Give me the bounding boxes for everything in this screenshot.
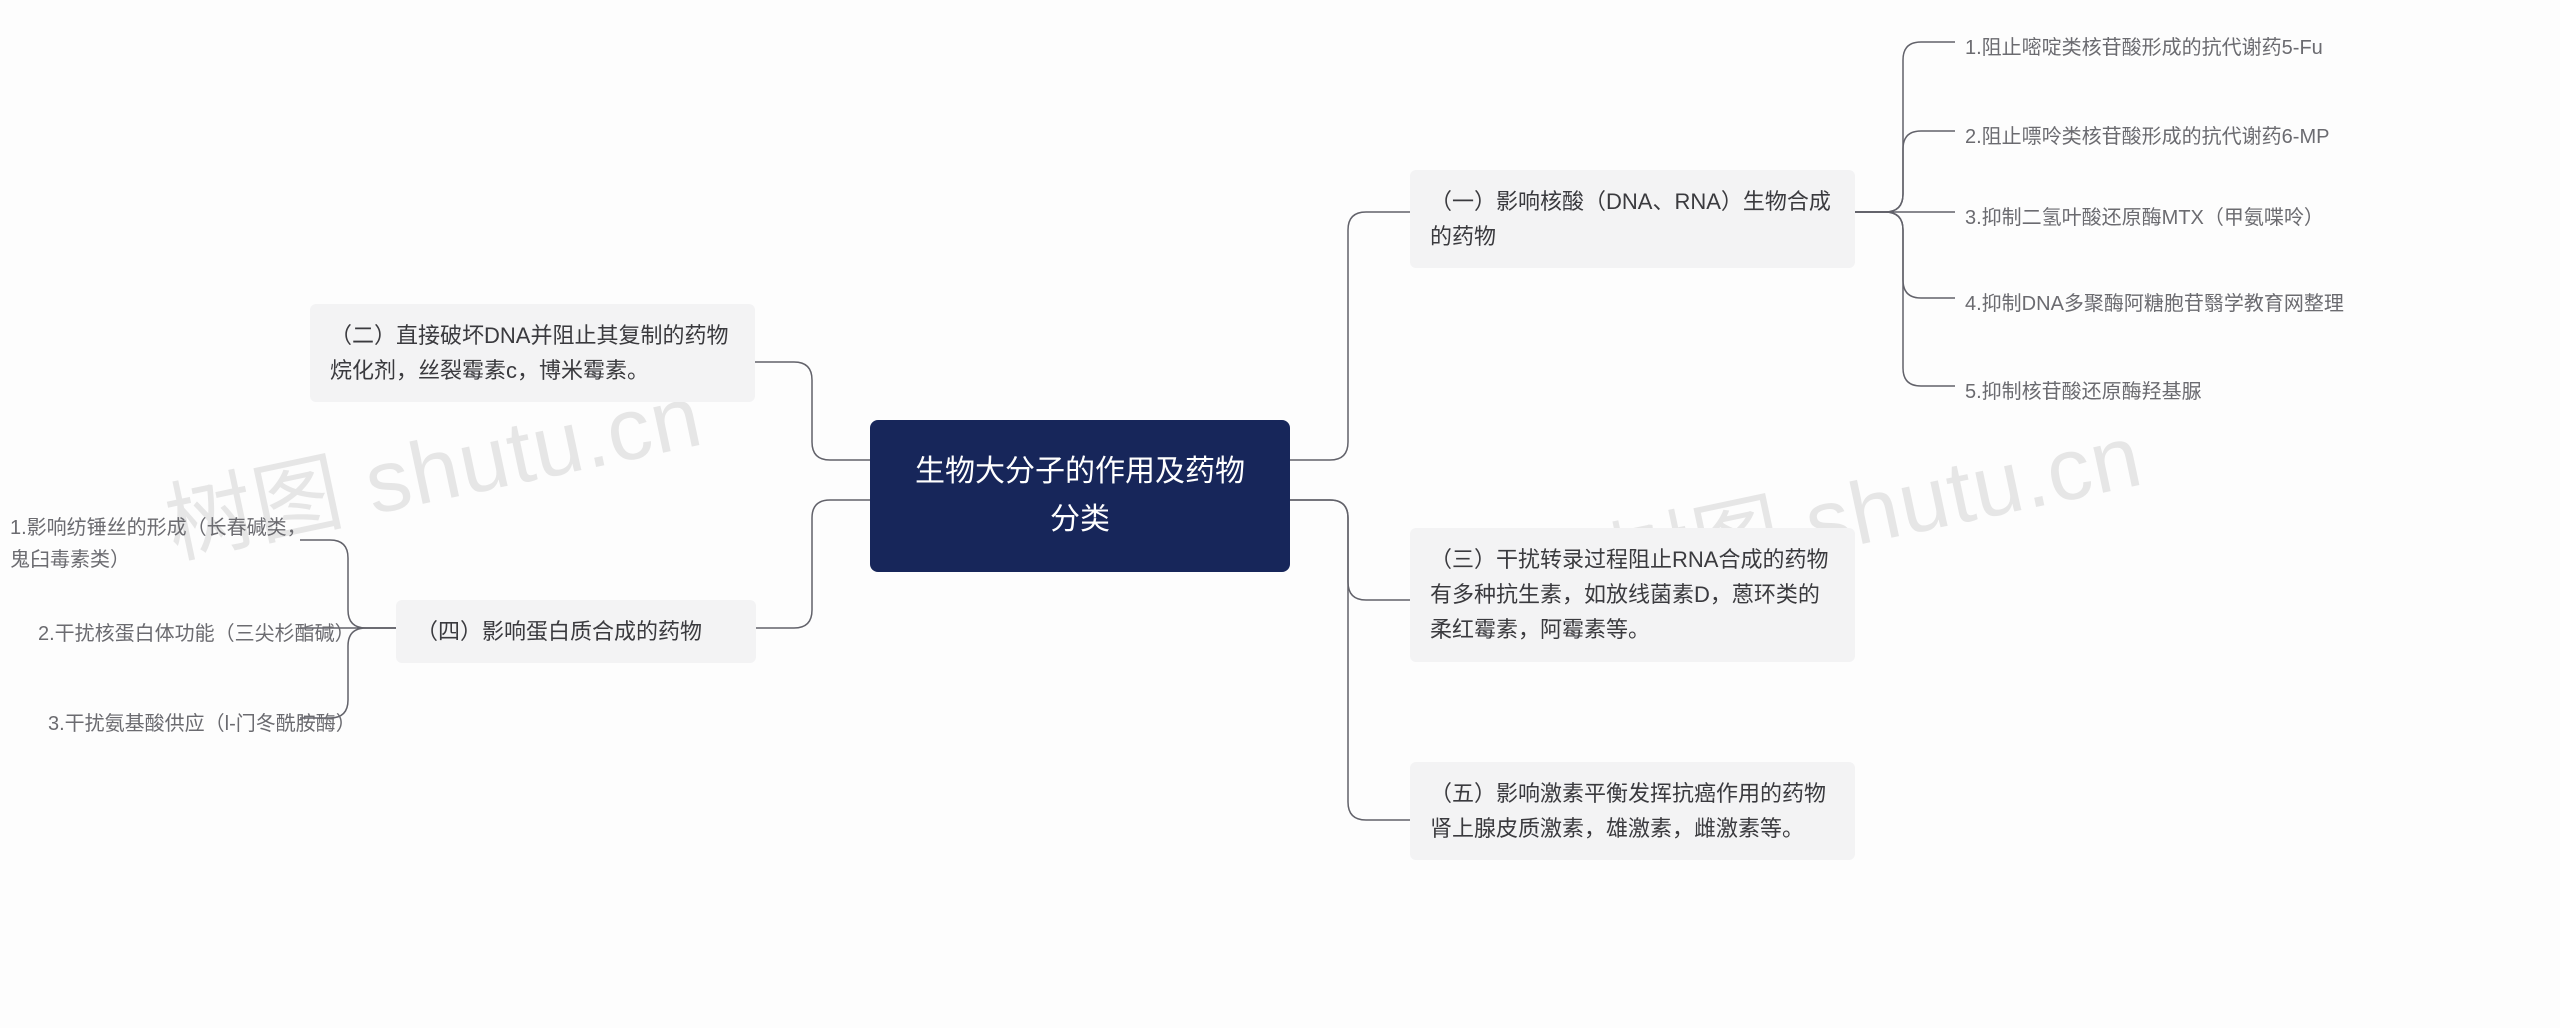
root-line1: 生物大分子的作用及药物: [915, 455, 1245, 488]
root-line2: 分类: [1050, 503, 1110, 536]
branch-1: （一）影响核酸（DNA、RNA）生物合成的药物: [1410, 170, 1855, 268]
branch-1-child-3: 3.抑制二氢叶酸还原酶MTX（甲氨喋呤）: [1965, 196, 2324, 240]
branch-3: （三）干扰转录过程阻止RNA合成的药物有多种抗生素，如放线菌素D，蒽环类的柔红霉…: [1410, 528, 1855, 662]
branch-2: （二）直接破坏DNA并阻止其复制的药物烷化剂，丝裂霉素c，博米霉素。: [310, 304, 755, 402]
branch-5: （五）影响激素平衡发挥抗癌作用的药物肾上腺皮质激素，雄激素，雌激素等。: [1410, 762, 1855, 860]
branch-1-child-2: 2.阻止嘌呤类核苷酸形成的抗代谢药6-MP: [1965, 115, 2329, 159]
branch-4-child-1: 1.影响纺锤丝的形成（长春碱类，鬼臼毒素类）: [10, 506, 310, 582]
branch-1-child-5: 5.抑制核苷酸还原酶羟基脲: [1965, 370, 2202, 414]
branch-4-child-2: 2.干扰核蛋白体功能（三尖杉酯碱）: [38, 612, 355, 656]
branch-1-child-4: 4.抑制DNA多聚酶阿糖胞苷翳学教育网整理: [1965, 282, 2344, 326]
branch-1-child-1: 1.阻止嘧啶类核苷酸形成的抗代谢药5-Fu: [1965, 26, 2323, 70]
branch-4: （四）影响蛋白质合成的药物: [396, 600, 756, 663]
branch-4-child-3: 3.干扰氨基酸供应（l-门冬酰胺酶）: [48, 702, 356, 746]
root-node: 生物大分子的作用及药物 分类: [870, 420, 1290, 572]
